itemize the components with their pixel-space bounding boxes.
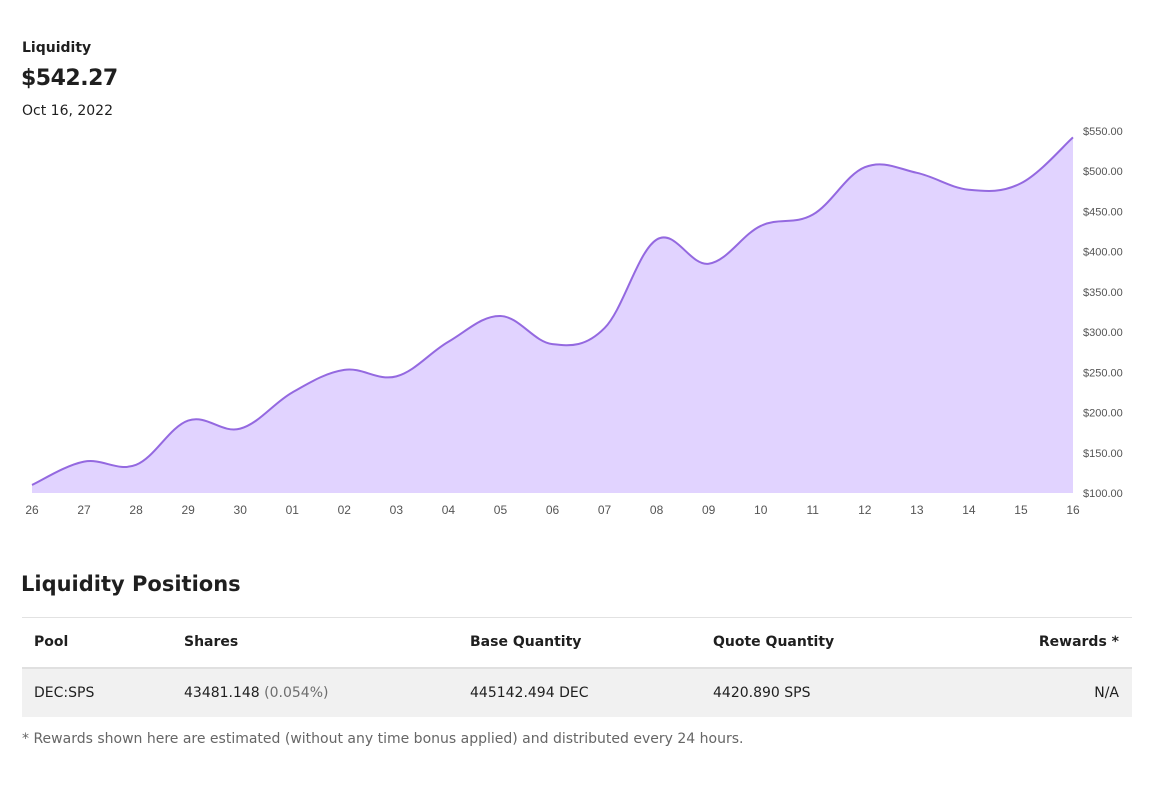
x-tick-label: 10: [754, 503, 768, 517]
y-tick-label: $450.00: [1083, 206, 1123, 218]
liquidity-chart[interactable]: $100.00 $150.00 $200.00 $250.00 $300.00 $350.…: [0, 120, 1149, 520]
y-tick-label: $500.00: [1083, 166, 1123, 178]
x-tick-label: 14: [962, 503, 976, 517]
x-tick-label: 13: [910, 503, 924, 517]
y-tick-label: $150.00: [1083, 448, 1123, 460]
table-row[interactable]: DEC:SPS 43481.148 (0.054%) 445142.494 DE…: [22, 669, 1132, 717]
chart-series-line: [31, 136, 1074, 486]
x-tick-label: 26: [25, 503, 39, 517]
cell-base-quantity: 445142.494 DEC: [470, 685, 589, 701]
y-axis: $100.00 $150.00 $200.00 $250.00 $300.00 $350.…: [1083, 126, 1123, 500]
rewards-footnote: * Rewards shown here are estimated (with…: [22, 731, 744, 747]
shares-percent: (0.054%): [264, 685, 329, 701]
x-tick-label: 30: [234, 503, 248, 517]
header-pool[interactable]: Pool: [34, 634, 69, 650]
y-tick-label: $250.00: [1083, 367, 1123, 379]
x-tick-label: 11: [807, 503, 820, 517]
x-tick-label: 07: [598, 503, 612, 517]
y-tick-label: $100.00: [1083, 488, 1123, 500]
x-tick-label: 09: [702, 503, 716, 517]
header-quote-quantity[interactable]: Quote Quantity: [713, 634, 835, 650]
y-tick-label: $350.00: [1083, 287, 1123, 299]
x-tick-label: 15: [1014, 503, 1028, 517]
y-tick-label: $300.00: [1083, 327, 1123, 339]
cell-rewards: N/A: [1094, 685, 1119, 701]
x-tick-label: 06: [546, 503, 560, 517]
x-tick-label: 08: [650, 503, 664, 517]
x-tick-label: 03: [390, 503, 404, 517]
liquidity-value: $542.27: [21, 66, 118, 91]
chart-area-fill: [32, 137, 1073, 494]
y-tick-label: $400.00: [1083, 247, 1123, 259]
x-tick-label: 04: [442, 503, 456, 517]
y-tick-label: $550.00: [1083, 126, 1123, 138]
x-tick-label: 12: [858, 503, 872, 517]
x-axis: 26 27 28 29 30 01 02 03 04 05 06 07 08 09 10 11 12 13 14 15…: [25, 503, 1080, 517]
cell-pool: DEC:SPS: [34, 685, 95, 701]
y-tick-label: $200.00: [1083, 408, 1123, 420]
positions-table: Pool Shares Base Quantity Quote Quantity…: [22, 617, 1132, 717]
liquidity-date: Oct 16, 2022: [22, 103, 113, 119]
x-tick-label: 28: [129, 503, 143, 517]
liquidity-label: Liquidity: [22, 40, 92, 56]
header-base-quantity[interactable]: Base Quantity: [470, 634, 582, 650]
header-shares[interactable]: Shares: [184, 634, 239, 650]
x-tick-label: 02: [338, 503, 352, 517]
header-rewards[interactable]: Rewards *: [1038, 634, 1119, 650]
x-tick-label: 01: [286, 503, 300, 517]
x-tick-label: 05: [494, 503, 508, 517]
x-tick-label: 27: [77, 503, 91, 517]
positions-title: Liquidity Positions: [21, 572, 241, 596]
cell-quote-quantity: 4420.890 SPS: [713, 685, 811, 701]
cell-shares: 43481.148 (0.054%): [184, 669, 328, 717]
x-tick-label: 29: [181, 503, 195, 517]
x-tick-label: 16: [1066, 503, 1080, 517]
shares-value: 43481.148: [184, 685, 260, 701]
table-header: Pool Shares Base Quantity Quote Quantity…: [22, 618, 1132, 669]
